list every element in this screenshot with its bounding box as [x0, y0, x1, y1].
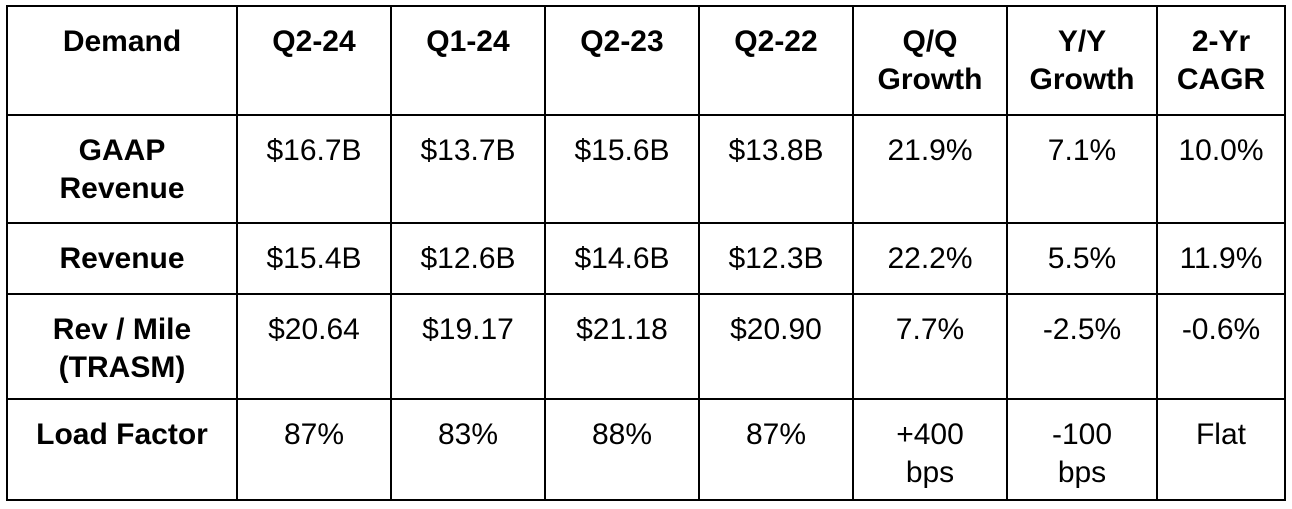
table-cell: 83%	[390, 398, 546, 501]
row-label: GAAP Revenue	[6, 114, 238, 224]
table-cell: $12.3B	[698, 222, 854, 295]
header-cell: Q1-24	[390, 5, 546, 116]
table-cell: +400 bps	[852, 398, 1008, 501]
table-cell: $15.6B	[544, 114, 700, 224]
table-row: Revenue $15.4B $12.6B $14.6B $12.3B 22.2% 5.5%…	[6, 222, 1286, 295]
cell-line: Rev / Mile	[52, 313, 192, 346]
table-cell: 87%	[236, 398, 392, 501]
table-cell: $20.90	[698, 293, 854, 400]
table-cell: 10.0%	[1156, 114, 1286, 224]
row-label: Load Factor	[6, 398, 238, 501]
header-cell: Demand	[6, 5, 238, 116]
cell-line: 2-Yr	[1191, 25, 1251, 58]
table-row: GAAP Revenue $16.7B $13.7B $15.6B $13.8B 21.9%…	[6, 114, 1286, 224]
table-cell: $15.4B	[236, 222, 392, 295]
cell-line: bps	[1057, 456, 1107, 489]
row-label: Rev / Mile (TRASM)	[6, 293, 238, 400]
cell-line: (TRASM)	[58, 351, 186, 384]
table-cell: 7.1%	[1006, 114, 1158, 224]
table-cell: $19.17	[390, 293, 546, 400]
cell-line: +400	[896, 418, 964, 451]
cell-line: Q/Q	[902, 25, 958, 58]
table-cell: -2.5%	[1006, 293, 1158, 400]
header-row: Demand Q2-24 Q1-24 Q2-23 Q2-22 Q/Q Growth Y/Y Gr…	[6, 5, 1286, 116]
table-cell: $14.6B	[544, 222, 700, 295]
table-cell: $13.8B	[698, 114, 854, 224]
table-cell: 5.5%	[1006, 222, 1158, 295]
header-cell: Q2-23	[544, 5, 700, 116]
header-cell: 2-Yr CAGR	[1156, 5, 1286, 116]
table-cell: 11.9%	[1156, 222, 1286, 295]
table-cell: 22.2%	[852, 222, 1008, 295]
table-cell: Flat	[1156, 398, 1286, 501]
header-cell: Q2-24	[236, 5, 392, 116]
demand-table: Demand Q2-24 Q1-24 Q2-23 Q2-22 Q/Q Growth Y/Y Gr…	[6, 5, 1286, 501]
cell-line: Revenue	[59, 172, 185, 205]
table-cell: -0.6%	[1156, 293, 1286, 400]
table-cell: 88%	[544, 398, 700, 501]
cell-line: CAGR	[1176, 63, 1266, 96]
cell-line: Y/Y	[1057, 25, 1107, 58]
header-cell: Q2-22	[698, 5, 854, 116]
table-cell: 21.9%	[852, 114, 1008, 224]
cell-line: Growth	[1029, 63, 1135, 96]
table-cell: $12.6B	[390, 222, 546, 295]
table-cell: $20.64	[236, 293, 392, 400]
table-cell: 87%	[698, 398, 854, 501]
header-cell: Y/Y Growth	[1006, 5, 1158, 116]
cell-line: Growth	[877, 63, 983, 96]
cell-line: bps	[905, 456, 955, 489]
header-cell: Q/Q Growth	[852, 5, 1008, 116]
table-row: Load Factor 87% 83% 88% 87% +400 bps -100 bps Fla…	[6, 398, 1286, 501]
table-row: Rev / Mile (TRASM) $20.64 $19.17 $21.18 $20.9…	[6, 293, 1286, 400]
table-body: Demand Q2-24 Q1-24 Q2-23 Q2-22 Q/Q Growth Y/Y Gr…	[6, 5, 1286, 501]
table-cell: 7.7%	[852, 293, 1008, 400]
table-cell: $16.7B	[236, 114, 392, 224]
cell-line: GAAP	[78, 134, 166, 167]
table-cell: $21.18	[544, 293, 700, 400]
row-label: Revenue	[6, 222, 238, 295]
table-cell: -100 bps	[1006, 398, 1158, 501]
cell-line: -100	[1051, 418, 1113, 451]
table-cell: $13.7B	[390, 114, 546, 224]
